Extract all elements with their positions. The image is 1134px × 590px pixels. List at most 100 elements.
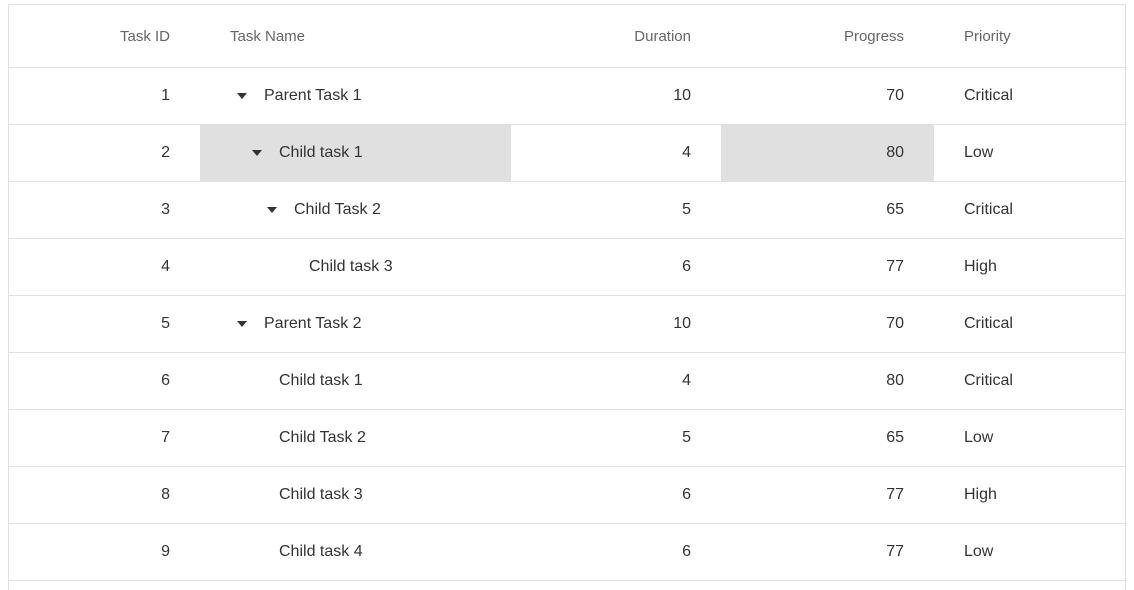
- progress-cell[interactable]: 80: [721, 125, 934, 181]
- taskName-cell[interactable]: Child Task 2: [200, 182, 511, 238]
- duration-value: 5: [682, 429, 691, 446]
- tree-indent: [230, 552, 245, 553]
- taskId-value: 1: [161, 87, 170, 104]
- table-row[interactable]: 5 Parent Task 2 10 70 Critical: [9, 296, 1125, 353]
- priority-value: Critical: [964, 372, 1013, 389]
- tree-indent: [230, 381, 245, 382]
- progress-cell[interactable]: 65: [721, 182, 934, 238]
- table-row[interactable]: 9 Child task 4 6 77 Low: [9, 524, 1125, 581]
- taskName-cell[interactable]: Child task 1: [200, 125, 511, 181]
- progress-cell[interactable]: 77: [721, 524, 934, 580]
- taskName-cell[interactable]: Parent Task 2: [200, 296, 511, 352]
- taskId-cell[interactable]: 5: [9, 296, 200, 352]
- priority-cell[interactable]: Critical: [934, 182, 1125, 238]
- table-row[interactable]: 1 Parent Task 1 10 70 Critical: [9, 68, 1125, 125]
- table-row[interactable]: 8 Child task 3 6 77 High: [9, 467, 1125, 524]
- table-row[interactable]: 4 Child task 3 6 77 High: [9, 239, 1125, 296]
- table-row[interactable]: 6 Child task 1 4 80 Critical: [9, 353, 1125, 410]
- taskId-cell[interactable]: 4: [9, 239, 200, 295]
- taskName-cell[interactable]: Child task 3: [200, 239, 511, 295]
- taskId-value: 7: [161, 429, 170, 446]
- taskName-value: Child task 3: [279, 486, 363, 503]
- taskId-value: 8: [161, 486, 170, 503]
- priority-value: Critical: [964, 87, 1013, 104]
- expander-spacer: [275, 255, 299, 279]
- table-row[interactable]: 7 Child Task 2 5 65 Low: [9, 410, 1125, 467]
- taskId-cell[interactable]: 6: [9, 353, 200, 409]
- progress-cell[interactable]: 70: [721, 296, 934, 352]
- taskName-value: Child task 3: [309, 258, 393, 275]
- taskId-value: 3: [161, 201, 170, 218]
- duration-cell[interactable]: 10: [511, 68, 721, 124]
- duration-cell[interactable]: 6: [511, 524, 721, 580]
- progress-value: 80: [886, 372, 904, 389]
- duration-cell[interactable]: 6: [511, 467, 721, 523]
- collapse-arrow-icon[interactable]: [245, 141, 269, 165]
- taskName-value: Child Task 2: [279, 429, 366, 446]
- rows-container: 1 Parent Task 1 10 70 Critical 2 Child task 1 4…: [9, 68, 1125, 581]
- expander-spacer: [245, 540, 269, 564]
- taskName-cell[interactable]: Parent Task 1: [200, 68, 511, 124]
- priority-cell[interactable]: High: [934, 467, 1125, 523]
- column-header-progress[interactable]: Progress: [721, 5, 934, 67]
- priority-cell[interactable]: High: [934, 239, 1125, 295]
- progress-value: 65: [886, 201, 904, 218]
- duration-cell[interactable]: 4: [511, 125, 721, 181]
- column-header-taskName[interactable]: Task Name: [200, 5, 511, 67]
- priority-cell[interactable]: Critical: [934, 353, 1125, 409]
- priority-value: Critical: [964, 201, 1013, 218]
- table-row[interactable]: 2 Child task 1 4 80 Low: [9, 125, 1125, 182]
- progress-cell[interactable]: 70: [721, 68, 934, 124]
- progress-cell[interactable]: 65: [721, 410, 934, 466]
- tree-indent: [230, 438, 245, 439]
- triangle-down-glyph: [252, 150, 262, 156]
- column-header-priority[interactable]: Priority: [934, 5, 1125, 67]
- priority-cell[interactable]: Critical: [934, 68, 1125, 124]
- taskName-cell[interactable]: Child Task 2: [200, 410, 511, 466]
- priority-cell[interactable]: Low: [934, 524, 1125, 580]
- collapse-arrow-icon[interactable]: [230, 312, 254, 336]
- column-header-duration[interactable]: Duration: [511, 5, 721, 67]
- progress-cell[interactable]: 77: [721, 239, 934, 295]
- collapse-arrow-icon[interactable]: [230, 84, 254, 108]
- taskId-cell[interactable]: 9: [9, 524, 200, 580]
- taskName-cell[interactable]: Child task 3: [200, 467, 511, 523]
- table-row[interactable]: 3 Child Task 2 5 65 Critical: [9, 182, 1125, 239]
- taskName-cell[interactable]: Child task 4: [200, 524, 511, 580]
- progress-value: 70: [886, 87, 904, 104]
- collapse-arrow-icon[interactable]: [260, 198, 284, 222]
- duration-cell[interactable]: 10: [511, 296, 721, 352]
- taskId-cell[interactable]: 2: [9, 125, 200, 181]
- duration-cell[interactable]: 5: [511, 410, 721, 466]
- taskName-value: Child task 4: [279, 543, 363, 560]
- tree-indent: [230, 267, 275, 268]
- duration-cell[interactable]: 4: [511, 353, 721, 409]
- taskId-cell[interactable]: 8: [9, 467, 200, 523]
- column-header-label: Progress: [843, 27, 904, 45]
- duration-value: 4: [682, 144, 691, 161]
- duration-cell[interactable]: 5: [511, 182, 721, 238]
- duration-value: 6: [682, 258, 691, 275]
- duration-value: 6: [682, 543, 691, 560]
- priority-value: High: [964, 258, 997, 275]
- progress-cell[interactable]: 77: [721, 467, 934, 523]
- priority-cell[interactable]: Critical: [934, 296, 1125, 352]
- expander-spacer: [245, 369, 269, 393]
- taskId-cell[interactable]: 1: [9, 68, 200, 124]
- duration-value: 10: [673, 87, 691, 104]
- taskId-cell[interactable]: 3: [9, 182, 200, 238]
- taskId-cell[interactable]: 7: [9, 410, 200, 466]
- progress-value: 65: [886, 429, 904, 446]
- duration-value: 6: [682, 486, 691, 503]
- progress-cell[interactable]: 80: [721, 353, 934, 409]
- priority-cell[interactable]: Low: [934, 410, 1125, 466]
- column-header-taskId[interactable]: Task ID: [9, 5, 200, 67]
- priority-value: Low: [964, 144, 994, 161]
- duration-cell[interactable]: 6: [511, 239, 721, 295]
- priority-value: High: [964, 486, 997, 503]
- priority-cell[interactable]: Low: [934, 125, 1125, 181]
- expander-spacer: [245, 426, 269, 450]
- progress-value: 70: [886, 315, 904, 332]
- taskName-cell[interactable]: Child task 1: [200, 353, 511, 409]
- expander-spacer: [245, 483, 269, 507]
